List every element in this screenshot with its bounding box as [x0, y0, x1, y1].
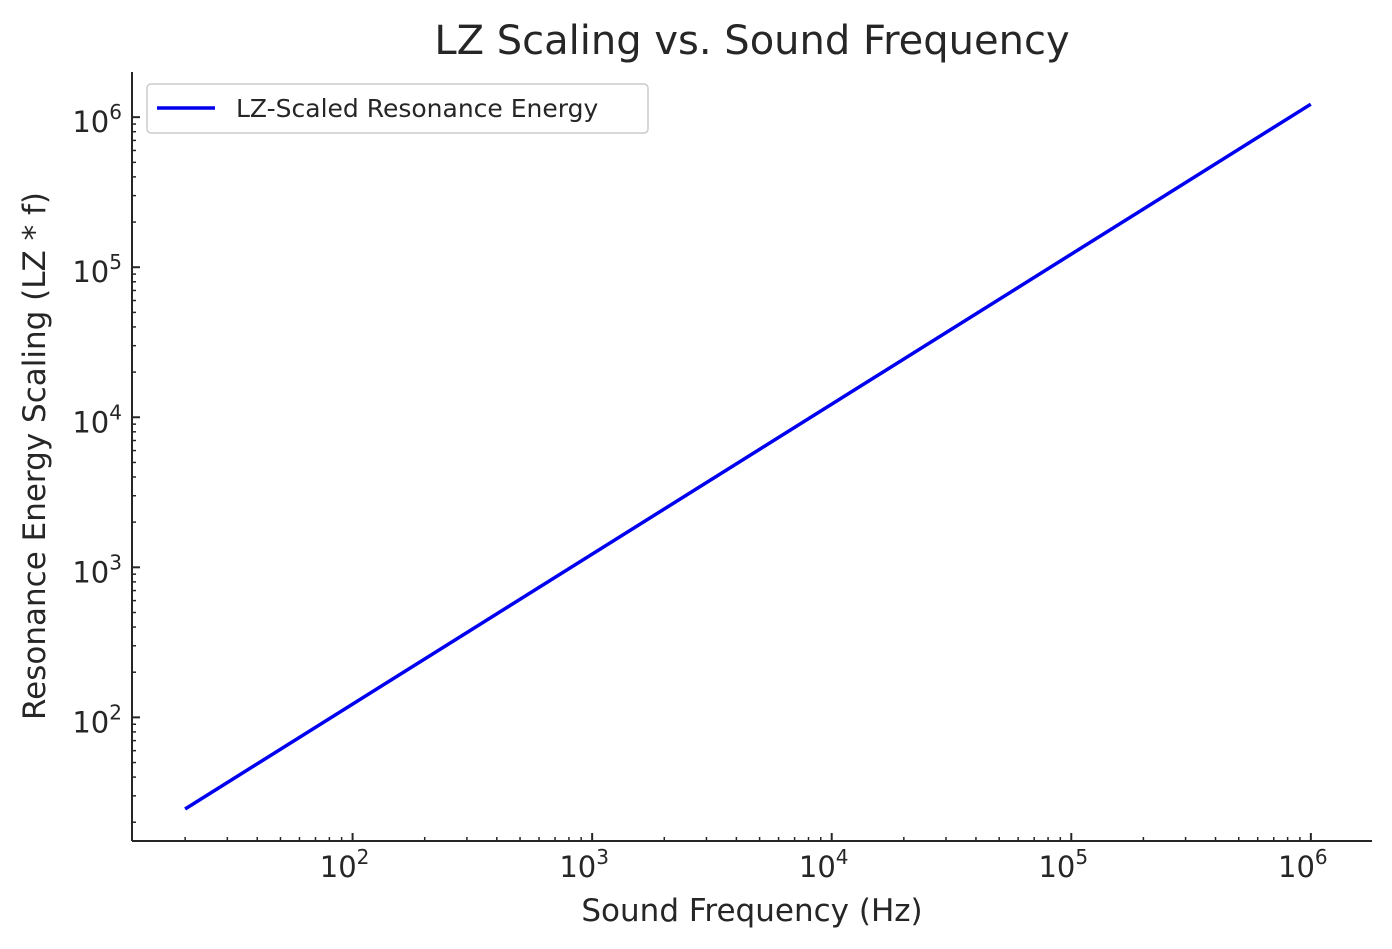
y-tick-label-2: 104 — [72, 400, 122, 439]
y-tick-label-3: 105 — [72, 250, 122, 289]
legend-label: LZ-Scaled Resonance Energy — [236, 94, 598, 123]
x-tick-label-3: 105 — [1038, 845, 1088, 884]
x-tick-label-2: 104 — [799, 845, 849, 884]
x-axis-ticks: 102 103 104 105 106 — [320, 833, 1328, 884]
legend: LZ-Scaled Resonance Energy — [146, 83, 649, 134]
series-layer — [184, 102, 1312, 811]
y-tick-label-1: 103 — [72, 550, 122, 589]
y-axis-ticks: 102 103 104 105 106 — [72, 100, 140, 739]
legend-frame — [146, 83, 649, 134]
y-axis-label: Resonance Energy Scaling (LZ * f) — [17, 192, 53, 720]
chart-title: LZ Scaling vs. Sound Frequency — [434, 18, 1069, 64]
x-tick-label-4: 106 — [1278, 845, 1328, 884]
x-axis-label: Sound Frequency (Hz) — [581, 893, 922, 929]
x-tick-label-1: 103 — [559, 845, 609, 884]
y-tick-label-4: 106 — [72, 100, 122, 139]
series-line-0 — [184, 102, 1312, 811]
y-tick-label-0: 102 — [72, 700, 122, 739]
x-tick-label-0: 102 — [320, 845, 370, 884]
